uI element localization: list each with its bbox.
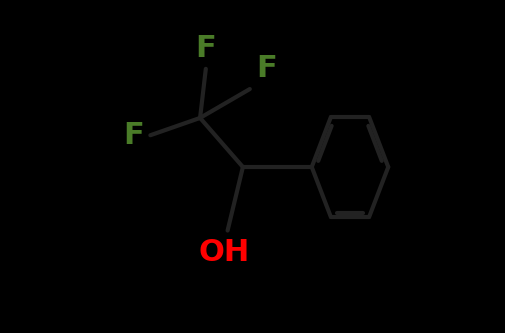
Text: F: F [123, 121, 144, 150]
Text: F: F [256, 54, 276, 83]
Text: F: F [195, 34, 216, 63]
Text: OH: OH [197, 238, 249, 267]
